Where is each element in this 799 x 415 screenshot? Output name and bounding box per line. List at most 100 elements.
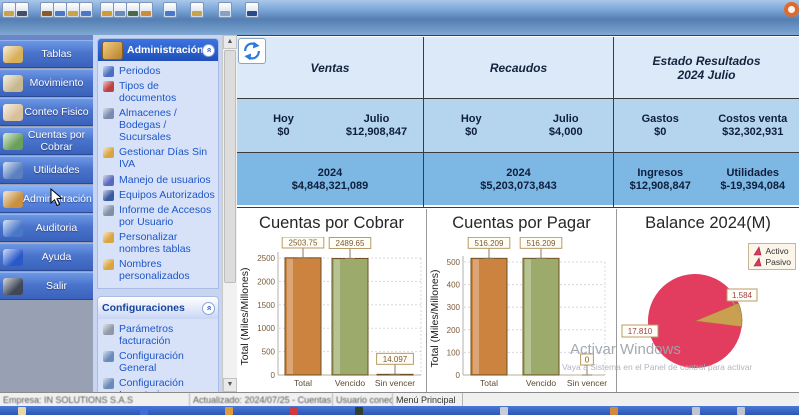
taskbar-icon[interactable] [692, 407, 700, 415]
menu-item-informe-de-accesos-por-usuario[interactable]: Informe de Accesos por Usuario [103, 204, 216, 228]
power-icon [3, 277, 23, 295]
svg-text:0: 0 [585, 356, 590, 365]
menu-item-periodos[interactable]: Periodos [103, 65, 216, 77]
summary-col-recaudos: Recaudos Hoy $0 Julio $4,000 2024 $5,203,073,8… [424, 37, 614, 207]
binoculars-icon[interactable] [15, 2, 29, 18]
summary-header-line2: 2024 Julio [677, 67, 736, 82]
gear-icon [103, 378, 114, 390]
calendar-icon[interactable] [66, 2, 80, 18]
summary-header: Recaudos [424, 37, 613, 99]
user-search-icon[interactable] [126, 2, 140, 18]
scrollbar-thumb[interactable] [224, 50, 236, 283]
menu-item-gestionar-d-as-sin-iva[interactable]: Gestionar Días Sin IVA [103, 146, 216, 170]
menu-item-par-metros-facturaci-n[interactable]: Parámetros facturación [103, 323, 216, 347]
monitor-chart-icon[interactable] [163, 2, 177, 18]
svg-text:516.209: 516.209 [475, 239, 504, 248]
refresh-icon [244, 41, 260, 61]
cell-value: $32,302,931 [722, 126, 784, 138]
menu-item-label: Equipos Autorizados [119, 188, 215, 201]
chart-title: Cuentas por Pagar [452, 214, 591, 232]
menu-item-label: Gestionar Días Sin IVA [119, 146, 208, 171]
windows-taskbar[interactable] [0, 406, 799, 415]
taskbar-icon[interactable] [355, 407, 363, 415]
refresh-button[interactable] [238, 38, 266, 64]
legend-label: Activo [765, 246, 789, 256]
bar-chart: 0 500 1000 1500 2000 2500 Total (Miles/Millone… [239, 237, 422, 388]
summary-header: Ventas [237, 37, 423, 99]
sidebar-item-conteo-fisico[interactable]: Conteo Fisico [0, 98, 93, 126]
taskbar-icon[interactable] [225, 407, 233, 415]
sidebar-item-tablas[interactable]: Tablas [0, 40, 93, 68]
cell-value: $0 [277, 126, 290, 138]
scroll-down-arrow-icon[interactable]: ▼ [223, 378, 237, 392]
sidebar-item-movimiento[interactable]: Movimiento [0, 69, 93, 97]
report-icon [103, 204, 114, 216]
menu-item-tipos-de-documentos[interactable]: Tipos de documentos [103, 80, 216, 104]
table-icon[interactable] [218, 2, 232, 18]
legend-marker-icon [753, 246, 762, 256]
menu-item-personalizar-nombres-tablas[interactable]: Personalizar nombres tablas [103, 231, 216, 255]
collapse-chevron-icon[interactable]: » [202, 43, 215, 57]
taskbar-icon[interactable] [500, 407, 508, 415]
taskbar-icon[interactable] [140, 407, 148, 415]
taskbar-icon[interactable] [290, 407, 298, 415]
chart-panel-cuentas-por-pagar: Cuentas por Pagar 0 100 200 300 400 500 Total (… [427, 209, 617, 392]
sidebar-item-administraci-n[interactable]: Administración [0, 185, 93, 213]
svg-text:2489.65: 2489.65 [336, 239, 365, 248]
cell-label: 2024 [317, 166, 343, 179]
document-icon[interactable] [113, 2, 127, 18]
taskbar-icon[interactable] [737, 407, 745, 415]
svg-text:Total: Total [480, 378, 498, 388]
svg-text:1000: 1000 [257, 324, 275, 333]
menu-item-nombres-personalizados[interactable]: Nombres personalizados [103, 258, 216, 282]
menu-item-configuraci-n-general[interactable]: Configuración General [103, 350, 216, 374]
svg-text:Total: Total [294, 378, 312, 388]
abacus-icon[interactable] [40, 2, 54, 18]
sidebar-item-label: Ayuda [41, 251, 72, 263]
exit-door-icon[interactable] [245, 2, 259, 18]
folder-icon [103, 258, 114, 270]
section-header-configuraciones[interactable]: Configuraciones » [98, 297, 218, 319]
menu-item-equipos-autorizados[interactable]: Equipos Autorizados [103, 189, 216, 201]
help-ring-icon[interactable] [784, 2, 799, 17]
menu-item-label: Nombres personalizados [119, 257, 190, 282]
cabinet-icon[interactable] [190, 2, 204, 18]
cell-label: 2024 [506, 166, 531, 179]
menu-item-manejo-de-usuarios[interactable]: Manejo de usuarios [103, 174, 216, 186]
gear-icon [103, 351, 114, 363]
summary-header: Estado Resultados 2024 Julio [614, 37, 799, 99]
dashboard-scrollbar[interactable]: ▲ ▼ [222, 35, 237, 392]
summary-header-line1: Recaudos [489, 60, 548, 75]
dollar-icon [103, 324, 114, 335]
section-header-administraci-n[interactable]: Administración» [98, 39, 218, 61]
summary-mid-row: Gastos $0 Costos venta $32,302,931 [614, 99, 799, 153]
spreadsheet-icon[interactable] [79, 2, 93, 18]
sidebar-item-utilidades[interactable]: Utilidades [0, 156, 93, 184]
summary-cell-hoy: Hoy $0 [237, 99, 330, 152]
menu-item-label: Configuración Inventarios [119, 377, 184, 392]
menu-item-configuraci-n-inventarios[interactable]: Configuración Inventarios [103, 377, 216, 392]
svg-text:Total (Miles/Millones): Total (Miles/Millones) [429, 269, 441, 367]
summary-cell-utilidades: Utilidades $-19,394,084 [707, 153, 799, 205]
svg-text:1500: 1500 [257, 301, 275, 310]
collapse-chevron-icon[interactable]: » [202, 301, 215, 315]
status-segment-3: Menú Principal [393, 393, 463, 406]
inbox-icon[interactable] [100, 2, 114, 18]
menu-item-label: Informe de Accesos por Usuario [119, 203, 212, 228]
sidebar-item-salir[interactable]: Salir [0, 272, 93, 300]
grid-book-icon[interactable] [2, 2, 16, 18]
utilities-icon [3, 161, 23, 179]
chart-grid-icon[interactable] [139, 2, 153, 18]
taskbar-icon[interactable] [610, 407, 618, 415]
sidebar-item-auditoria[interactable]: Auditoria [0, 214, 93, 242]
scroll-up-arrow-icon[interactable]: ▲ [223, 35, 237, 49]
sidebar-item-cuentas-por-cobrar[interactable]: Cuentas por Cobrar [0, 127, 93, 155]
bar-chart: 0 100 200 300 400 500 Total (Miles/Millones) 51… [429, 237, 607, 388]
copy-documents-icon[interactable] [53, 2, 67, 18]
help-question-icon [3, 248, 23, 266]
sidebar-item-ayuda[interactable]: Ayuda [0, 243, 93, 271]
folder-icon [103, 147, 114, 159]
menu-item-almacenes-bodegas-sucursales[interactable]: Almacenes / Bodegas / Sucursales [103, 107, 216, 143]
taskbar-icon[interactable] [18, 407, 26, 415]
